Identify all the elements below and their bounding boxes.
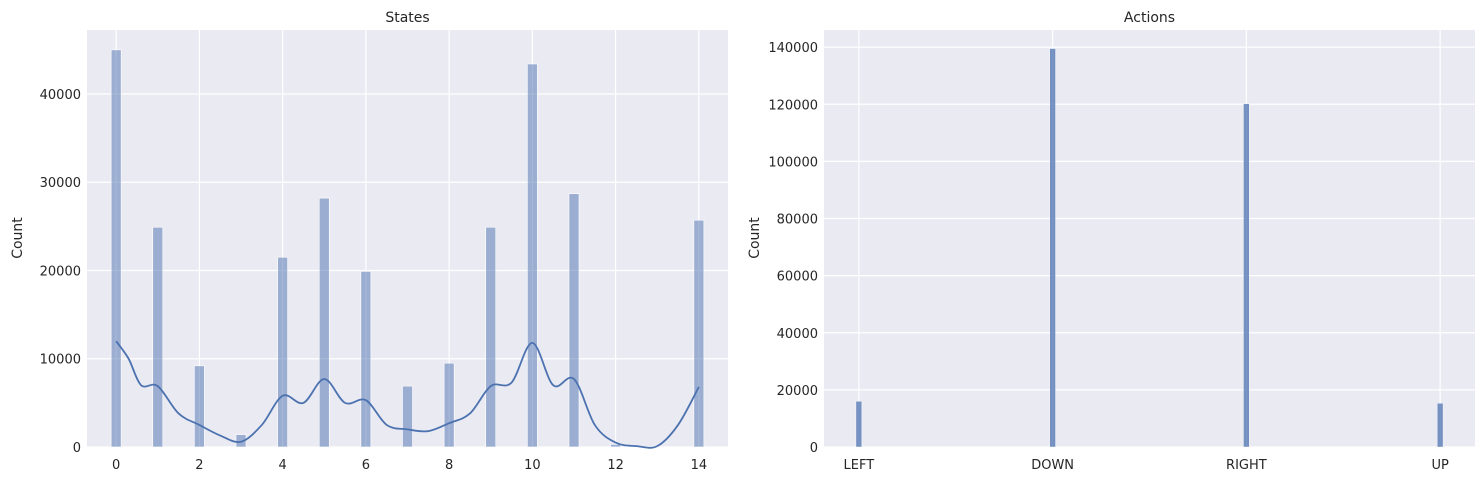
states-bar — [110, 49, 122, 448]
actions-y-tick-label: 0 — [810, 441, 818, 456]
actions-bar — [1049, 48, 1056, 448]
states-bar — [277, 256, 288, 448]
actions-histogram-panel: LEFT DOWN RIGHT UP 0 20000 40000 60000 80000 1000… — [747, 10, 1475, 473]
states-chart-title: States — [385, 10, 429, 26]
states-bar — [402, 385, 413, 448]
states-bar — [610, 444, 621, 448]
actions-y-tick-label: 100000 — [768, 155, 818, 170]
actions-x-tick-label: UP — [1431, 458, 1449, 473]
actions-y-tick-label: 120000 — [768, 98, 818, 113]
states-bar — [318, 197, 330, 448]
actions-gridlines — [824, 30, 1475, 448]
actions-y-tick-label: 60000 — [777, 270, 818, 285]
actions-plot-area — [824, 30, 1475, 447]
actions-y-tick-label: 140000 — [768, 41, 818, 56]
states-x-tick-label: 14 — [691, 458, 708, 473]
states-y-tick-label: 10000 — [40, 353, 81, 368]
actions-x-tick-label: DOWN — [1031, 458, 1074, 473]
actions-y-axis-label: Count — [747, 217, 763, 259]
states-x-tick-label: 4 — [278, 458, 286, 473]
states-y-tick-label: 30000 — [40, 176, 81, 191]
states-y-tick-label: 20000 — [40, 264, 81, 279]
states-x-tick-label: 10 — [524, 458, 541, 473]
actions-bars — [855, 48, 1444, 448]
actions-tick-labels: LEFT DOWN RIGHT UP 0 20000 40000 60000 80000 1000… — [768, 41, 1449, 473]
states-y-tick-label: 0 — [73, 441, 81, 456]
states-y-axis-label: Count — [10, 217, 26, 259]
states-y-tick-label: 40000 — [40, 88, 81, 103]
actions-y-tick-label: 40000 — [777, 327, 818, 342]
states-bar — [194, 365, 205, 448]
states-x-tick-label: 0 — [112, 458, 120, 473]
states-bars — [110, 49, 705, 448]
states-bar — [360, 271, 372, 448]
states-bar — [152, 226, 164, 448]
actions-y-tick-label: 20000 — [777, 384, 818, 399]
actions-bar — [855, 401, 862, 448]
states-tick-labels: 0 2 4 6 8 10 12 14 0 10000 20000 30000 40000 — [40, 88, 707, 473]
states-x-tick-label: 12 — [607, 458, 624, 473]
actions-x-tick-label: LEFT — [844, 458, 875, 473]
actions-chart-title: Actions — [1124, 10, 1175, 26]
actions-x-tick-label: RIGHT — [1226, 458, 1267, 473]
states-x-tick-label: 2 — [195, 458, 203, 473]
actions-bar — [1437, 403, 1444, 448]
states-x-tick-label: 8 — [445, 458, 453, 473]
states-kde-curve — [115, 340, 700, 449]
states-bar — [443, 362, 455, 448]
states-bar — [568, 193, 580, 448]
states-bar — [693, 219, 705, 448]
states-plot-area — [87, 30, 728, 447]
states-x-tick-label: 6 — [362, 458, 370, 473]
actions-bar — [1243, 103, 1250, 448]
states-bar — [485, 226, 497, 448]
states-bar — [527, 63, 538, 448]
actions-y-tick-label: 80000 — [777, 213, 818, 228]
